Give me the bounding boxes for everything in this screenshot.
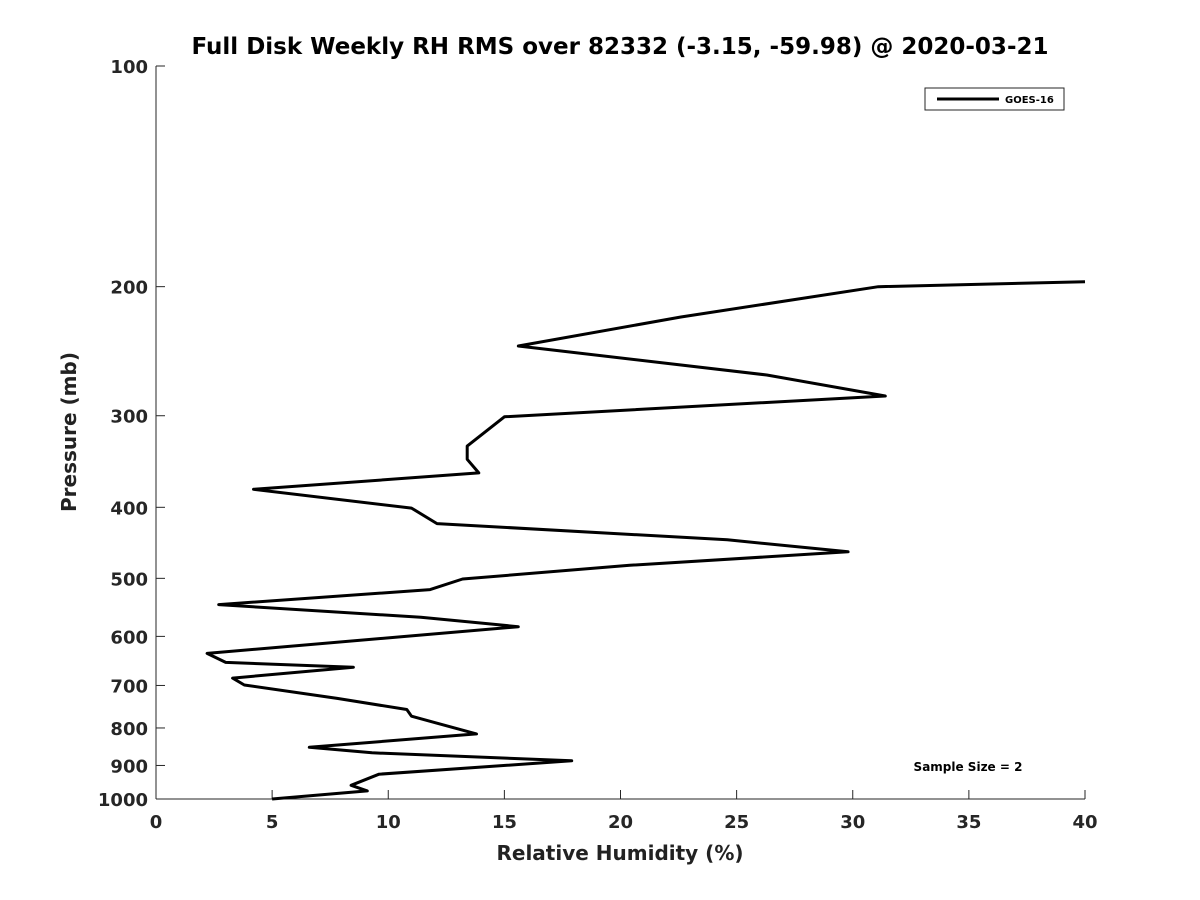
plot-area (155, 66, 1085, 800)
y-tick-label: 1000 (98, 790, 148, 811)
x-tick-label: 30 (840, 812, 865, 833)
chart-title: Full Disk Weekly RH RMS over 82332 (-3.1… (191, 34, 1048, 60)
x-axis-label: Relative Humidity (%) (496, 841, 743, 865)
y-tick-label: 200 (110, 278, 148, 299)
x-tick-label: 15 (492, 812, 517, 833)
ticks-layer: 0 5 10 15 20 25 30 35 40 100 200 300 400 500 600 700 800… (98, 57, 1098, 833)
x-tick-label: 25 (724, 812, 749, 833)
y-tick-label: 700 (110, 676, 148, 697)
series-layer (205, 280, 1086, 801)
x-tick-label: 20 (608, 812, 633, 833)
series-line-goes-16 (205, 280, 1086, 801)
legend: GOES-16 (924, 87, 1065, 111)
y-axis-label: Pressure (mb) (57, 352, 81, 512)
y-tick-label: 400 (110, 498, 148, 519)
y-tick-label: 500 (110, 569, 148, 590)
y-tick-label: 600 (110, 627, 148, 648)
y-tick-label: 900 (110, 756, 148, 777)
x-tick-label: 40 (1072, 812, 1097, 833)
x-tick-label: 5 (266, 812, 279, 833)
y-tick-label: 300 (110, 407, 148, 428)
legend-label: GOES-16 (1005, 95, 1054, 106)
y-tick-label: 800 (110, 719, 148, 740)
y-tick-label: 100 (110, 57, 148, 78)
x-tick-label: 35 (956, 812, 981, 833)
x-tick-label: 10 (376, 812, 401, 833)
x-tick-label: 0 (150, 812, 163, 833)
sample-size-annotation: Sample Size = 2 (914, 760, 1023, 774)
